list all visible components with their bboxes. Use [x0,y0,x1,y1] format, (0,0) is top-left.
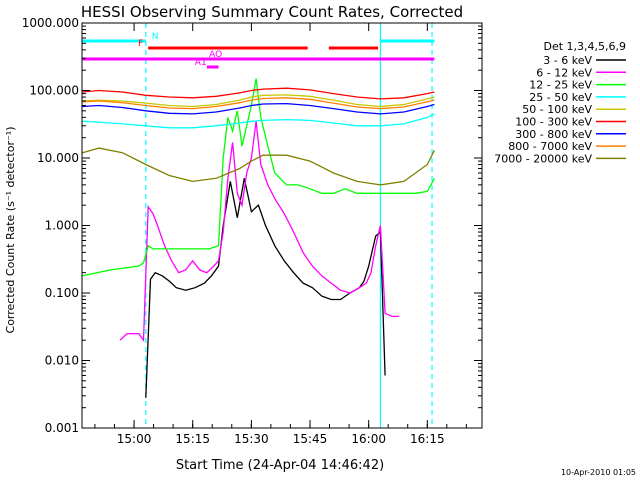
series-line-4 [82,113,435,129]
legend-label-1: 3 - 6 keV [543,54,592,67]
x-tick-label: 15:45 [293,432,328,446]
x-tick-label: 16:00 [351,432,386,446]
flag-label-n: N [152,32,159,42]
series-line-9 [82,147,435,186]
series-line-8 [82,97,435,110]
chart-title: HESSI Observing Summary Count Rates, Cor… [81,3,463,21]
legend-label-5: 50 - 100 keV [522,103,592,116]
series-line-1 [145,178,386,398]
x-tick-label: 15:00 [117,432,152,446]
y-tick-label: 0.100 [45,286,79,300]
y-tick-label: 0.010 [45,354,79,368]
y-tick-label: 1.000 [45,219,79,233]
x-axis-label: Start Time (24-Apr-04 14:46:42) [176,458,384,473]
y-tick-label: 1000.000 [22,16,79,30]
series-line-5 [82,94,435,108]
y-axis-label: Corrected Count Rate (s⁻¹ detector⁻¹) [4,127,17,334]
series-line-2 [119,121,400,343]
y-tick-label: 100.000 [29,84,79,98]
legend-title: Det 1,3,4,5,6,9 [543,40,626,53]
legend-label-6: 100 - 300 keV [515,116,592,129]
flag-label-f: F [138,39,143,49]
series-line-7 [82,102,435,115]
series-line-6 [82,87,435,100]
flag-label-ao: AO [209,50,222,60]
x-tick-label: 15:15 [175,432,210,446]
legend-label-2: 6 - 12 keV [536,66,592,79]
legend-label-4: 25 - 50 keV [529,91,592,104]
flag-label-a1: A1 [195,58,207,68]
legend-label-8: 800 - 7000 keV [508,140,592,153]
y-tick-label: 0.001 [45,421,79,435]
x-tick-label: 16:15 [410,432,445,446]
plot-frame [81,22,483,429]
series-line-3 [82,78,435,277]
axis-ticks: 15:00 15:15 15:30 15:45 16:00 16:15 0.001 0.010… [22,16,482,446]
legend-label-9: 7000 - 20000 keV [494,152,592,165]
y-tick-label: 10.000 [37,151,79,165]
legend-label-3: 12 - 25 keV [529,79,592,92]
footer-timestamp: 10-Apr-2010 01:05 [561,468,636,477]
x-tick-label: 15:30 [234,432,269,446]
legend-label-7: 300 - 800 keV [515,128,592,141]
